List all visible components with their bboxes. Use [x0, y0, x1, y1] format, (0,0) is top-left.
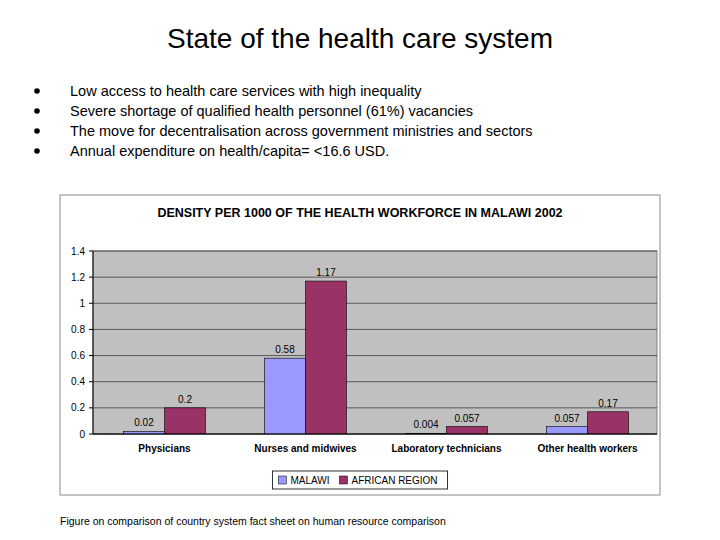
bar — [306, 281, 347, 434]
y-tick-label: 0.6 — [71, 350, 85, 361]
legend-label: MALAWI — [290, 475, 329, 486]
y-tick — [89, 251, 93, 252]
y-tick — [89, 329, 93, 330]
bullet-dot — [34, 148, 40, 154]
y-tick — [89, 381, 93, 382]
data-labels: 0.02 0.2 0.58 1.17 0.004 0.057 0.057 0.17 — [134, 267, 618, 430]
y-axis — [93, 251, 94, 434]
data-label: 0.004 — [413, 419, 438, 430]
grid-line — [93, 434, 657, 435]
chart-title: DENSITY PER 1000 OF THE HEALTH WORKFORCE… — [157, 206, 562, 220]
bars — [124, 281, 629, 434]
data-label: 0.17 — [598, 398, 618, 409]
grid-line — [93, 381, 657, 382]
y-tick — [89, 434, 93, 435]
plot-area — [93, 251, 657, 434]
bullet-dot — [34, 128, 40, 134]
slide-title: State of the health care system — [167, 23, 553, 54]
x-tick-label: Other health workers — [537, 443, 637, 454]
bar — [165, 408, 206, 434]
legend-swatch — [278, 476, 286, 484]
grid-line — [93, 277, 657, 278]
y-tick-label: 0.8 — [71, 324, 85, 335]
bullet: Annual expenditure on health/capita= <16… — [70, 143, 389, 159]
bar — [447, 427, 488, 434]
bullet-dot — [34, 88, 40, 94]
caption: Figure on comparison of country system f… — [60, 515, 446, 527]
legend-swatch — [339, 476, 347, 484]
x-axis — [93, 434, 657, 435]
data-label: 0.2 — [178, 394, 192, 405]
y-tick — [89, 407, 93, 408]
bar — [547, 427, 588, 434]
data-label: 0.057 — [554, 413, 579, 424]
grid-line — [93, 355, 657, 356]
bullet: The move for decentralisation across gov… — [70, 123, 533, 139]
legend-box — [272, 471, 447, 489]
x-tick-label: Laboratory technicians — [391, 443, 501, 454]
y-tick — [89, 277, 93, 278]
legend: MALAWI AFRICAN REGION — [272, 471, 447, 489]
grid-line — [93, 251, 657, 252]
y-tick-label: 0 — [79, 429, 85, 440]
y-tick — [89, 303, 93, 304]
chart-frame — [60, 195, 660, 495]
y-tick — [89, 355, 93, 356]
bar — [588, 412, 629, 434]
y-tick-label: 1 — [79, 298, 85, 309]
bar — [265, 358, 306, 434]
data-label: 0.58 — [275, 344, 295, 355]
y-tick-label: 0.2 — [71, 402, 85, 413]
grid-line — [93, 329, 657, 330]
y-tick-label: 0.4 — [71, 376, 85, 387]
bullet-dot — [34, 108, 40, 114]
bullet: Low access to health care services with … — [70, 83, 422, 99]
y-tick-label: 1.2 — [71, 272, 85, 283]
x-tick-label: Nurses and midwives — [254, 443, 357, 454]
y-tick-label: 1.4 — [71, 246, 85, 257]
bullet: Severe shortage of qualified health pers… — [70, 103, 473, 119]
data-label: 0.057 — [454, 413, 479, 424]
x-tick-label: Physicians — [138, 443, 191, 454]
grid-line — [93, 303, 657, 304]
page: State of the health care system Low acces… — [0, 0, 720, 540]
legend-label: AFRICAN REGION — [351, 475, 437, 486]
data-label: 0.02 — [134, 417, 154, 428]
data-label: 1.17 — [316, 267, 336, 278]
